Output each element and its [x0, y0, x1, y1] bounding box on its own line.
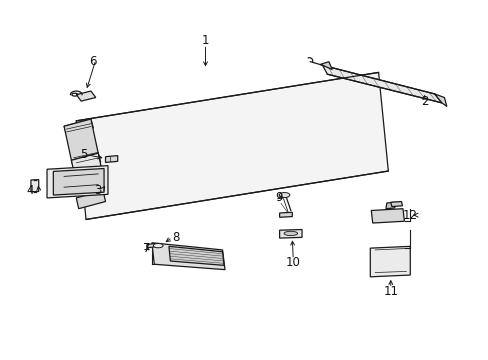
- Polygon shape: [105, 156, 118, 162]
- Text: 9: 9: [274, 192, 282, 204]
- Text: 3: 3: [94, 184, 102, 197]
- Text: 2: 2: [420, 95, 428, 108]
- Polygon shape: [76, 91, 96, 101]
- Polygon shape: [385, 202, 395, 209]
- Polygon shape: [53, 168, 104, 195]
- Polygon shape: [168, 246, 224, 265]
- Polygon shape: [76, 191, 105, 209]
- Polygon shape: [71, 153, 101, 169]
- Text: 1: 1: [202, 33, 209, 47]
- Polygon shape: [152, 243, 224, 270]
- Ellipse shape: [279, 193, 289, 198]
- Ellipse shape: [153, 243, 163, 248]
- Text: 6: 6: [89, 55, 97, 68]
- Polygon shape: [76, 72, 387, 220]
- Polygon shape: [369, 246, 409, 277]
- Text: 12: 12: [402, 210, 417, 222]
- Text: 4: 4: [26, 184, 34, 197]
- Polygon shape: [279, 212, 292, 217]
- Polygon shape: [31, 180, 39, 192]
- Text: 11: 11: [383, 285, 397, 298]
- Polygon shape: [71, 153, 105, 194]
- Ellipse shape: [284, 231, 297, 235]
- Text: 5: 5: [80, 148, 87, 161]
- Polygon shape: [279, 229, 302, 238]
- Polygon shape: [322, 65, 441, 103]
- Polygon shape: [320, 62, 331, 69]
- Polygon shape: [64, 119, 93, 135]
- Text: 10: 10: [285, 256, 300, 269]
- Text: 7: 7: [143, 242, 150, 255]
- Polygon shape: [370, 209, 404, 223]
- Polygon shape: [147, 243, 156, 248]
- Polygon shape: [434, 94, 446, 107]
- Polygon shape: [390, 202, 402, 207]
- Polygon shape: [47, 166, 108, 198]
- Text: 8: 8: [172, 231, 180, 244]
- Polygon shape: [64, 119, 98, 160]
